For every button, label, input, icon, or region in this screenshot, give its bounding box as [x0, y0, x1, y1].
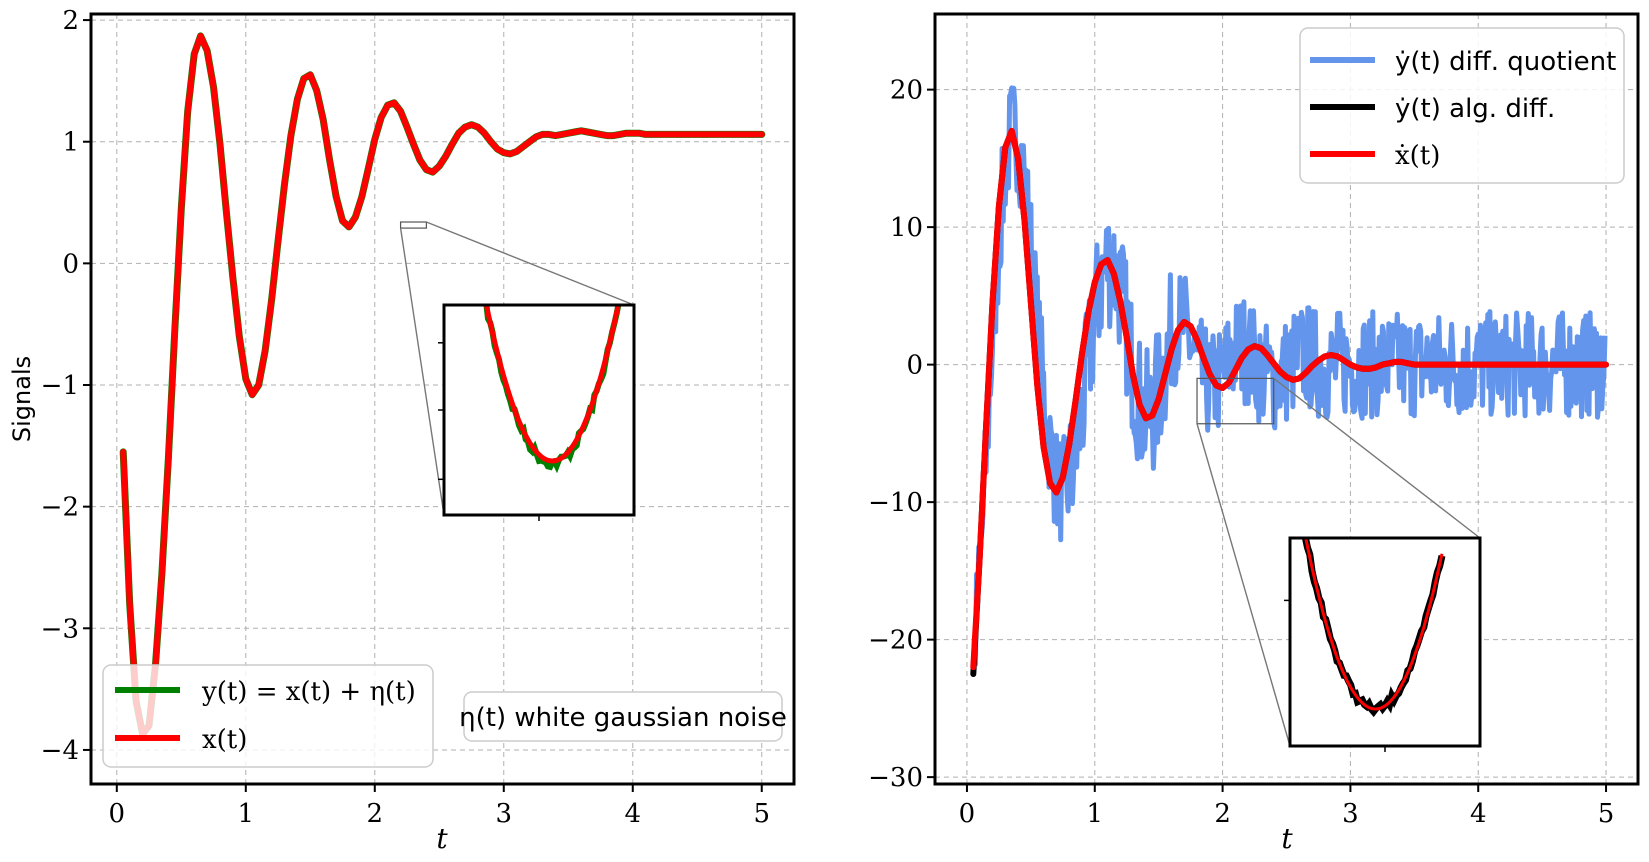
y-tick-label: −2	[41, 493, 79, 523]
x-tick-label: 5	[1598, 799, 1615, 829]
x-tick-label: 3	[1342, 799, 1359, 829]
inset-background	[1290, 538, 1480, 746]
series-diff-quotient-line	[970, 85, 1608, 667]
left-legend: y(t) = x(t) + η(t) x(t)	[102, 664, 434, 768]
legend-label-x: x(t)	[202, 725, 247, 755]
inset-curves	[1301, 538, 1446, 718]
noise-annotation-text: η(t) white gaussian noise	[459, 703, 787, 733]
legend-label-diff-quotient: ẏ(t) diff. quotient	[1395, 47, 1616, 77]
right-chart: 0 1 2 3 4 5 20 10 0 −10 −20 −30 t ẏ(t) diff. quotie…	[868, 12, 1640, 855]
left-series-layer	[119, 32, 766, 738]
x-tick-label: 0	[109, 799, 126, 829]
inset-clean-line	[483, 305, 621, 464]
right-xlabel: t	[1281, 822, 1293, 855]
legend-label-y: y(t) = x(t) + η(t)	[201, 677, 416, 707]
left-chart: 0 1 2 3 4 5 2 1 0 −1 −2 −3 −4 t Signals y(t) = x(t) …	[8, 6, 796, 855]
y-tick-label: 20	[890, 76, 923, 106]
x-tick-label: 5	[753, 799, 770, 829]
x-tick-label: 3	[495, 799, 512, 829]
inset-background	[444, 305, 634, 515]
left-ylabel: Signals	[8, 356, 36, 442]
inset-xdot-line	[1304, 538, 1444, 711]
x-tick-label: 1	[238, 799, 255, 829]
y-tick-label: −10	[868, 488, 923, 518]
right-plot-frame	[933, 12, 1640, 786]
left-plot-frame	[89, 12, 796, 786]
left-legend-box	[102, 664, 434, 768]
legend-label-xdot: ẋ(t)	[1395, 141, 1440, 171]
zoom-connector	[426, 221, 635, 306]
left-inset	[438, 303, 636, 521]
y-tick-label: −20	[868, 626, 923, 656]
right-legend-box	[1299, 27, 1625, 184]
y-tick-label: −30	[868, 763, 923, 793]
y-tick-label: −4	[41, 736, 79, 766]
zoom-connector	[1273, 377, 1481, 539]
y-tick-label: 2	[62, 6, 79, 36]
right-series-layer	[970, 85, 1609, 677]
right-legend: ẏ(t) diff. quotient ẏ(t) alg. diff. ẋ(t)	[1299, 27, 1625, 184]
x-tick-label: 2	[1214, 799, 1231, 829]
x-tick-label: 2	[367, 799, 384, 829]
series-line-1	[120, 32, 765, 738]
zoom-box	[1196, 377, 1275, 425]
y-tick-label: 0	[906, 351, 923, 381]
series-line-2	[970, 127, 1609, 671]
left-xlabel: t	[436, 822, 448, 855]
right-ticks: 0 1 2 3 4 5 20 10 0 −10 −20 −30	[868, 76, 1614, 829]
y-tick-label: −1	[41, 371, 79, 401]
noise-annotation: η(t) white gaussian noise	[459, 691, 787, 742]
y-tick-label: 10	[890, 213, 923, 243]
left-ticks: 0 1 2 3 4 5 2 1 0 −1 −2 −3 −4	[41, 6, 770, 829]
x-tick-label: 1	[1086, 799, 1103, 829]
y-tick-label: 0	[62, 249, 79, 279]
y-tick-label: 1	[62, 128, 79, 158]
x-tick-label: 4	[624, 799, 641, 829]
right-inset	[1284, 536, 1482, 752]
y-tick-label: −3	[41, 614, 79, 644]
inset-curves	[483, 305, 622, 474]
right-zoom-indicator	[1196, 377, 1481, 747]
zoom-box	[399, 221, 427, 229]
legend-label-alg-diff: ẏ(t) alg. diff.	[1395, 94, 1555, 124]
x-tick-label: 4	[1470, 799, 1487, 829]
zoom-connector	[1196, 423, 1291, 747]
left-zoom-indicator	[399, 221, 635, 516]
noise-annotation-box	[463, 691, 783, 742]
zoom-connector	[399, 227, 445, 516]
x-tick-label: 0	[959, 799, 976, 829]
